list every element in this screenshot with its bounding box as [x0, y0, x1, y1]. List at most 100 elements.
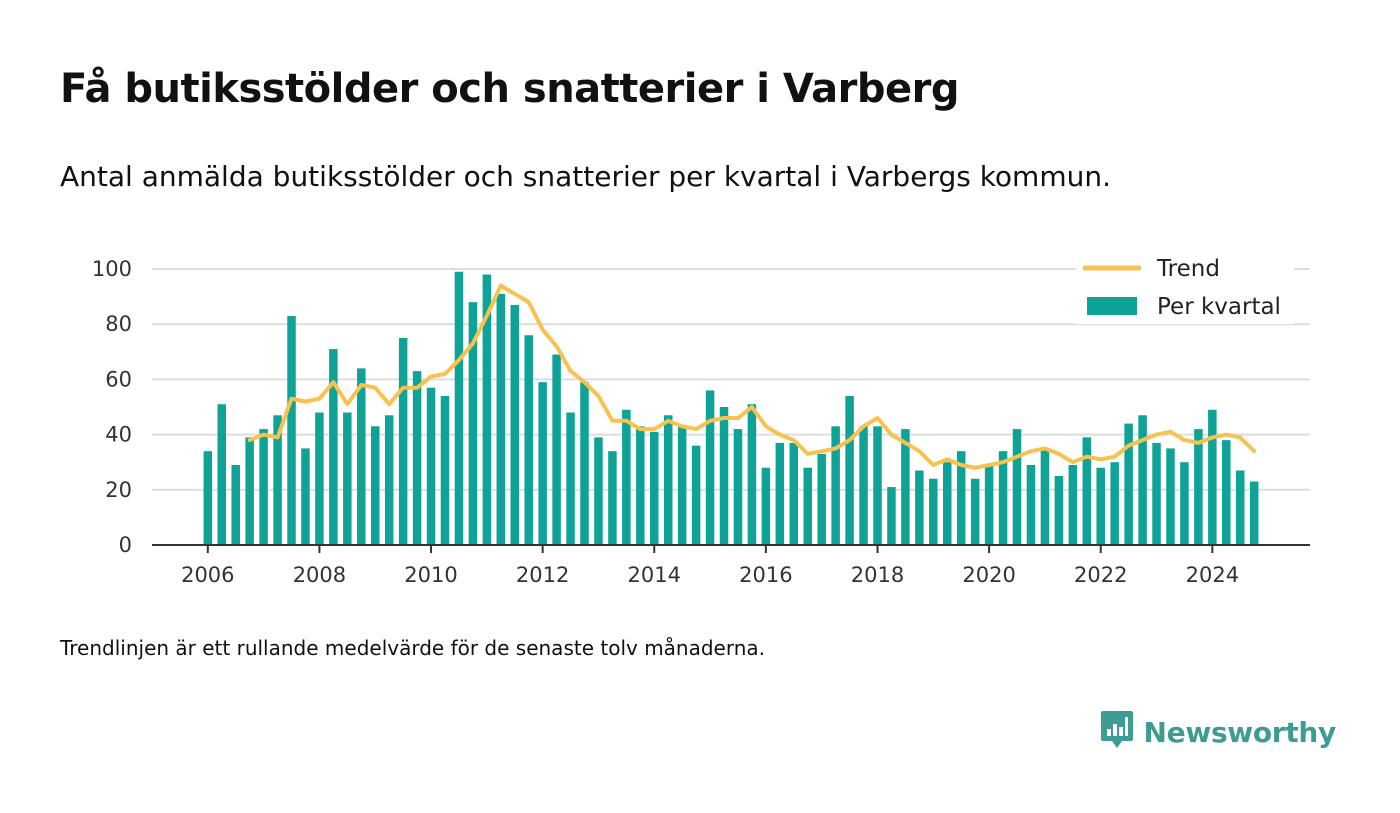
bar — [594, 437, 603, 545]
bar — [956, 451, 966, 545]
bar — [803, 467, 812, 545]
bar — [1152, 442, 1161, 545]
bar — [454, 271, 464, 545]
bar — [1110, 462, 1119, 545]
bar — [705, 390, 715, 545]
bar — [217, 404, 227, 545]
bar — [1096, 467, 1105, 545]
bar — [984, 464, 994, 545]
y-tick-label: 80 — [105, 312, 132, 336]
bar — [384, 415, 394, 545]
bar — [1012, 429, 1022, 545]
bar — [468, 302, 478, 545]
y-tick-label: 60 — [105, 367, 132, 391]
bar — [370, 426, 380, 545]
bar — [357, 368, 366, 545]
bar — [663, 415, 673, 545]
bar — [970, 478, 980, 545]
bar — [1249, 481, 1259, 545]
bar — [273, 415, 282, 545]
bar — [733, 429, 743, 545]
bar — [426, 387, 436, 545]
bar — [887, 487, 896, 545]
footnote: Trendlinjen är ett rullande medelvärde f… — [60, 636, 766, 660]
bar — [1054, 476, 1064, 545]
bar — [510, 304, 519, 545]
bar — [1124, 423, 1133, 545]
bar — [343, 412, 352, 545]
bar — [677, 426, 687, 545]
bar — [859, 426, 868, 545]
bar — [1026, 464, 1036, 545]
bar — [901, 429, 910, 545]
bar — [580, 382, 589, 545]
trend-series — [247, 283, 1257, 470]
bar — [1068, 464, 1078, 545]
bar — [301, 448, 310, 545]
bar — [329, 349, 338, 545]
x-tick-label: 2012 — [516, 563, 569, 587]
bar — [650, 431, 659, 545]
bar — [831, 426, 840, 545]
x-tick-label: 2022 — [1074, 563, 1127, 587]
bar — [398, 338, 408, 545]
bar — [775, 442, 785, 545]
bar — [552, 354, 561, 545]
bar — [845, 395, 854, 545]
trend-line — [247, 283, 1257, 470]
y-tick-label: 100 — [92, 257, 132, 281]
bar — [496, 293, 506, 545]
bar — [943, 462, 952, 545]
bar-series — [203, 271, 1259, 545]
legend-trend-label: Trend — [1156, 256, 1220, 282]
bar — [608, 451, 617, 545]
x-tick-label: 2016 — [739, 563, 792, 587]
bar — [259, 429, 268, 545]
bar — [287, 315, 296, 545]
bar — [873, 426, 882, 545]
bar — [622, 409, 631, 545]
x-tick-label: 2018 — [851, 563, 904, 587]
x-tick-label: 2008 — [293, 563, 346, 587]
bar — [482, 274, 492, 545]
bar — [1082, 437, 1092, 545]
chart-subtitle: Antal anmälda butiksstölder och snatteri… — [60, 160, 1111, 193]
x-tick-label: 2010 — [404, 563, 457, 587]
bar — [1208, 409, 1217, 545]
bar — [1235, 470, 1245, 545]
bar — [1040, 448, 1050, 545]
bar — [719, 407, 729, 545]
bar — [1180, 462, 1189, 545]
bar — [1138, 415, 1147, 545]
chart-area: 0 20 40 60 80 100 2006 2008 2010 2012 2014 2016 2018… — [91, 248, 1310, 587]
chart-title: Få butiksstölder och snatterier i Varber… — [60, 66, 960, 112]
bar — [636, 426, 645, 545]
newsworthy-logo-icon — [1100, 710, 1134, 754]
legend: Trend Per kvartal — [1076, 248, 1294, 324]
legend-bar-label: Per kvartal — [1157, 294, 1281, 320]
x-tick-label: 2014 — [628, 563, 681, 587]
bar — [817, 453, 826, 545]
bar — [1194, 429, 1203, 545]
bar — [203, 451, 213, 545]
bar — [915, 470, 924, 545]
bar — [524, 335, 533, 545]
bar — [998, 451, 1008, 545]
x-tick-label: 2024 — [1186, 563, 1239, 587]
x-tick-label: 2006 — [181, 563, 234, 587]
bar — [412, 371, 422, 545]
bar — [761, 467, 771, 545]
bar — [315, 412, 324, 545]
bar — [566, 412, 575, 545]
bar — [691, 445, 701, 545]
brand-name: Newsworthy — [1143, 715, 1337, 749]
axes: 0 20 40 60 80 100 2006 2008 2010 2012 2014 2016 2018… — [92, 257, 1310, 587]
bar — [929, 478, 938, 545]
y-tick-label: 40 — [105, 423, 132, 447]
bar — [789, 442, 799, 545]
bar — [231, 464, 240, 545]
brand-logo: Newsworthy — [1100, 710, 1336, 754]
bar — [440, 395, 450, 545]
x-tick-label: 2020 — [962, 563, 1015, 587]
legend-bar-swatch — [1087, 297, 1137, 315]
